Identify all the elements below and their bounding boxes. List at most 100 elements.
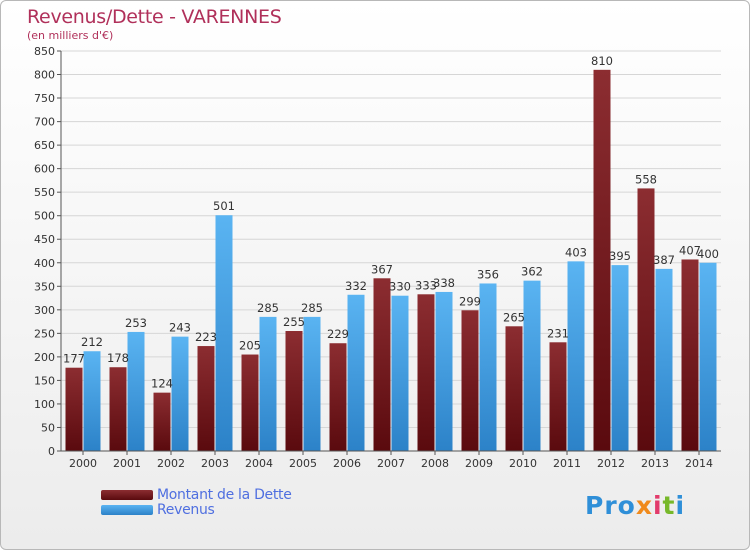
x-tick-label: 2005 <box>289 457 317 470</box>
legend-label-dette: Montant de la Dette <box>157 487 292 503</box>
legend-swatch-dette <box>101 490 153 500</box>
bar-dette <box>373 278 391 451</box>
y-tick-label: 600 <box>34 163 55 176</box>
data-label: 810 <box>591 54 613 68</box>
data-label: 124 <box>151 377 173 391</box>
data-label: 558 <box>635 172 657 186</box>
logo-part-pro: Pro <box>585 491 636 520</box>
x-tick-label: 2006 <box>333 457 361 470</box>
bar-dette <box>505 326 523 451</box>
chart-title: Revenus/Dette - VARENNES <box>27 6 282 28</box>
data-label: 332 <box>345 279 367 293</box>
data-label: 400 <box>697 247 719 261</box>
y-tick-label: 700 <box>34 116 55 129</box>
y-tick-label: 150 <box>34 374 55 387</box>
data-label: 231 <box>547 326 569 340</box>
bar-dette <box>65 367 83 451</box>
x-tick-label: 2007 <box>377 457 405 470</box>
data-label: 395 <box>609 249 631 263</box>
bar-dette <box>329 343 347 451</box>
y-tick-label: 400 <box>34 257 55 270</box>
chart-subtitle: (en milliers d'€) <box>27 29 114 42</box>
data-label: 178 <box>107 351 129 365</box>
labels-layer: 1772121782531242432235012052852552852293… <box>63 54 719 391</box>
x-tick-label: 2002 <box>157 457 185 470</box>
bar-dette <box>109 367 127 451</box>
data-label: 356 <box>477 267 499 281</box>
bar-dette <box>549 342 567 451</box>
data-label: 285 <box>301 301 323 315</box>
legend-label-revenus: Revenus <box>157 502 215 518</box>
bar-revenus <box>303 316 321 451</box>
data-label: 229 <box>327 327 349 341</box>
bar-dette <box>593 69 611 451</box>
y-tick-label: 200 <box>34 351 55 364</box>
y-tick-label: 750 <box>34 92 55 105</box>
bar-revenus <box>523 280 541 451</box>
bar-dette <box>681 259 699 451</box>
data-label: 205 <box>239 339 261 353</box>
x-tick-label: 2003 <box>201 457 229 470</box>
y-tick-label: 500 <box>34 210 55 223</box>
data-label: 212 <box>81 335 103 349</box>
bar-dette <box>461 310 479 451</box>
bar-revenus <box>215 215 233 451</box>
data-label: 387 <box>653 253 675 267</box>
y-tick-label: 100 <box>34 398 55 411</box>
axis-layer: 0 50 100 150 200 250 300 350 400 450 500 550 600 650 7… <box>34 45 721 470</box>
data-label: 338 <box>433 276 455 290</box>
bar-dette <box>153 392 171 451</box>
y-tick-label: 0 <box>48 445 55 458</box>
bar-dette <box>285 331 303 451</box>
bar-revenus <box>259 316 277 451</box>
bar-revenus <box>435 291 453 451</box>
bar-revenus <box>391 295 409 451</box>
y-tick-label: 550 <box>34 186 55 199</box>
y-tick-label: 800 <box>34 69 55 82</box>
data-label: 362 <box>521 265 543 279</box>
data-label: 223 <box>195 330 217 344</box>
data-label: 403 <box>565 245 587 259</box>
bar-dette <box>637 188 655 452</box>
bar-dette <box>417 294 435 451</box>
bar-revenus <box>611 265 629 451</box>
bar-dette <box>197 346 215 451</box>
grid-layer <box>61 50 721 452</box>
bar-revenus <box>655 268 673 451</box>
bars-layer <box>65 69 717 452</box>
bar-revenus <box>83 351 101 451</box>
y-tick-label: 450 <box>34 233 55 246</box>
x-tick-label: 2010 <box>509 457 537 470</box>
bar-revenus <box>567 261 585 451</box>
logo-part-t: t <box>662 491 676 520</box>
data-label: 407 <box>679 243 701 257</box>
proxiti-logo: Proxiti <box>585 491 685 520</box>
logo-part-x: x <box>635 491 653 520</box>
data-label: 285 <box>257 301 279 315</box>
x-tick-label: 2009 <box>465 457 493 470</box>
bar-revenus <box>171 336 189 451</box>
logo-part-i1: i <box>652 491 663 520</box>
logo-part-i2: i <box>675 491 686 520</box>
x-tick-label: 2008 <box>421 457 449 470</box>
bar-dette <box>241 354 259 451</box>
data-label: 253 <box>125 316 147 330</box>
x-tick-label: 2012 <box>597 457 625 470</box>
y-tick-label: 250 <box>34 327 55 340</box>
data-label: 177 <box>63 352 85 366</box>
data-label: 330 <box>389 280 411 294</box>
data-label: 299 <box>459 294 481 308</box>
bar-revenus <box>347 294 365 451</box>
data-label: 265 <box>503 310 525 324</box>
x-tick-label: 2013 <box>641 457 669 470</box>
bar-revenus <box>699 262 717 451</box>
x-tick-label: 2001 <box>113 457 141 470</box>
bar-revenus <box>127 331 145 451</box>
y-tick-label: 50 <box>41 421 55 434</box>
data-label: 501 <box>213 199 235 213</box>
y-tick-label: 850 <box>34 45 55 58</box>
x-tick-label: 2014 <box>685 457 713 470</box>
data-label: 255 <box>283 315 305 329</box>
